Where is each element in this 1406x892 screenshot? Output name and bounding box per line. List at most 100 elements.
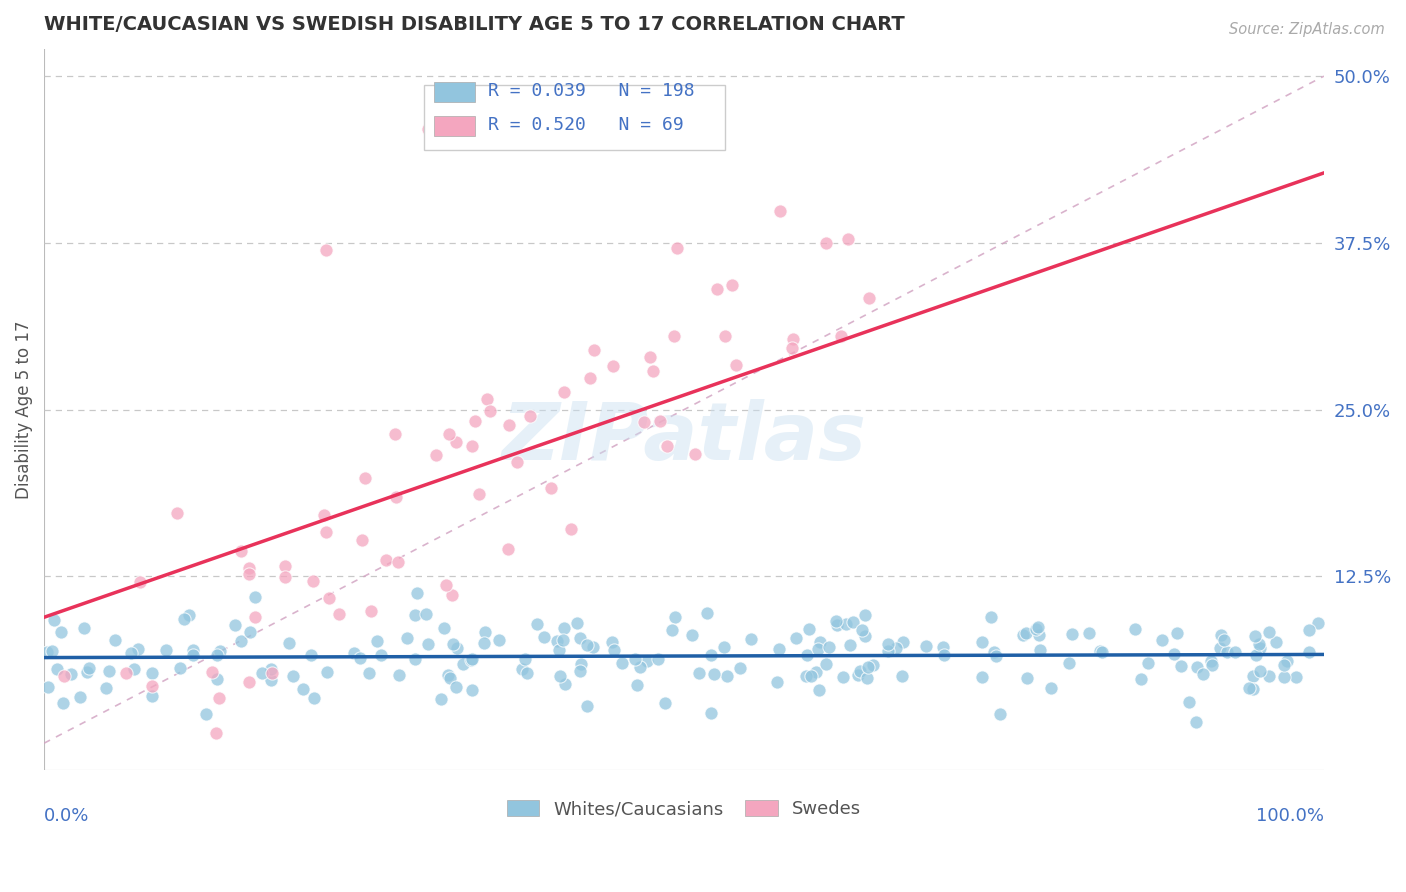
Point <box>988 706 1011 721</box>
Point <box>853 607 876 622</box>
Point <box>513 652 536 666</box>
Point <box>52 669 75 683</box>
Point <box>461 652 484 666</box>
Point <box>352 533 374 547</box>
Point <box>716 669 738 683</box>
Point <box>1249 637 1271 651</box>
Point <box>41 644 63 658</box>
Point <box>224 618 246 632</box>
Point <box>205 725 228 739</box>
Point <box>688 666 710 681</box>
Text: 100.0%: 100.0% <box>1256 807 1324 825</box>
Text: 0.0%: 0.0% <box>44 807 90 825</box>
Point <box>231 634 253 648</box>
Point <box>366 634 388 648</box>
Point <box>1258 625 1281 640</box>
Point <box>444 435 467 450</box>
Point <box>77 661 100 675</box>
Point <box>425 448 447 462</box>
Point <box>349 650 371 665</box>
Point <box>342 646 364 660</box>
Point <box>283 669 305 683</box>
Point <box>721 278 744 293</box>
Point <box>354 471 377 485</box>
Point <box>315 665 337 679</box>
Point <box>553 385 575 400</box>
Point <box>533 630 555 644</box>
Point <box>440 588 463 602</box>
Point <box>666 241 689 255</box>
Point <box>780 341 803 355</box>
Point <box>1125 622 1147 636</box>
Point <box>842 615 865 629</box>
Point <box>1212 633 1234 648</box>
Point <box>849 664 872 678</box>
Point <box>661 624 683 638</box>
Point <box>505 454 527 468</box>
Point <box>69 690 91 705</box>
Point <box>315 524 337 539</box>
Point <box>932 648 955 663</box>
Point <box>853 629 876 643</box>
Point <box>797 622 820 636</box>
Point <box>416 122 439 136</box>
Point <box>312 508 335 522</box>
Point <box>434 578 457 592</box>
Point <box>932 640 955 654</box>
Point <box>194 707 217 722</box>
Point <box>1170 658 1192 673</box>
Point <box>1130 672 1153 686</box>
Point <box>1249 664 1271 678</box>
Point <box>207 691 229 706</box>
Point <box>1298 624 1320 638</box>
Point <box>683 447 706 461</box>
Point <box>243 590 266 604</box>
Point <box>796 648 818 662</box>
Point <box>278 636 301 650</box>
Point <box>404 652 426 666</box>
Point <box>173 612 195 626</box>
Text: ZIPatlas: ZIPatlas <box>502 400 866 477</box>
Point <box>512 662 534 676</box>
Point <box>141 665 163 680</box>
Point <box>260 662 283 676</box>
Point <box>856 660 879 674</box>
Point <box>127 642 149 657</box>
Point <box>724 358 747 372</box>
Point <box>208 644 231 658</box>
Point <box>357 666 380 681</box>
Point <box>1225 645 1247 659</box>
Point <box>274 570 297 584</box>
Point <box>1185 659 1208 673</box>
Point <box>73 621 96 635</box>
FancyBboxPatch shape <box>425 86 725 151</box>
Point <box>602 359 624 373</box>
Point <box>713 640 735 654</box>
Point <box>526 617 548 632</box>
Point <box>404 608 426 623</box>
Point <box>181 648 204 662</box>
Point <box>141 679 163 693</box>
Point <box>1249 640 1271 655</box>
Point <box>782 332 804 346</box>
Point <box>1015 625 1038 640</box>
Point <box>1017 671 1039 685</box>
Point <box>205 672 228 686</box>
Point <box>1091 645 1114 659</box>
Point <box>1244 648 1267 663</box>
Point <box>37 680 59 694</box>
Point <box>728 661 751 675</box>
Point <box>46 662 69 676</box>
Point <box>1062 627 1084 641</box>
Point <box>103 632 125 647</box>
Point <box>546 634 568 648</box>
Point <box>984 648 1007 663</box>
Point <box>1152 632 1174 647</box>
Point <box>1191 667 1213 681</box>
Point <box>832 670 855 684</box>
Text: R = 0.520   N = 69: R = 0.520 N = 69 <box>488 116 683 134</box>
Point <box>128 575 150 590</box>
Point <box>1274 658 1296 673</box>
Point <box>700 706 723 721</box>
Point <box>1199 654 1222 668</box>
